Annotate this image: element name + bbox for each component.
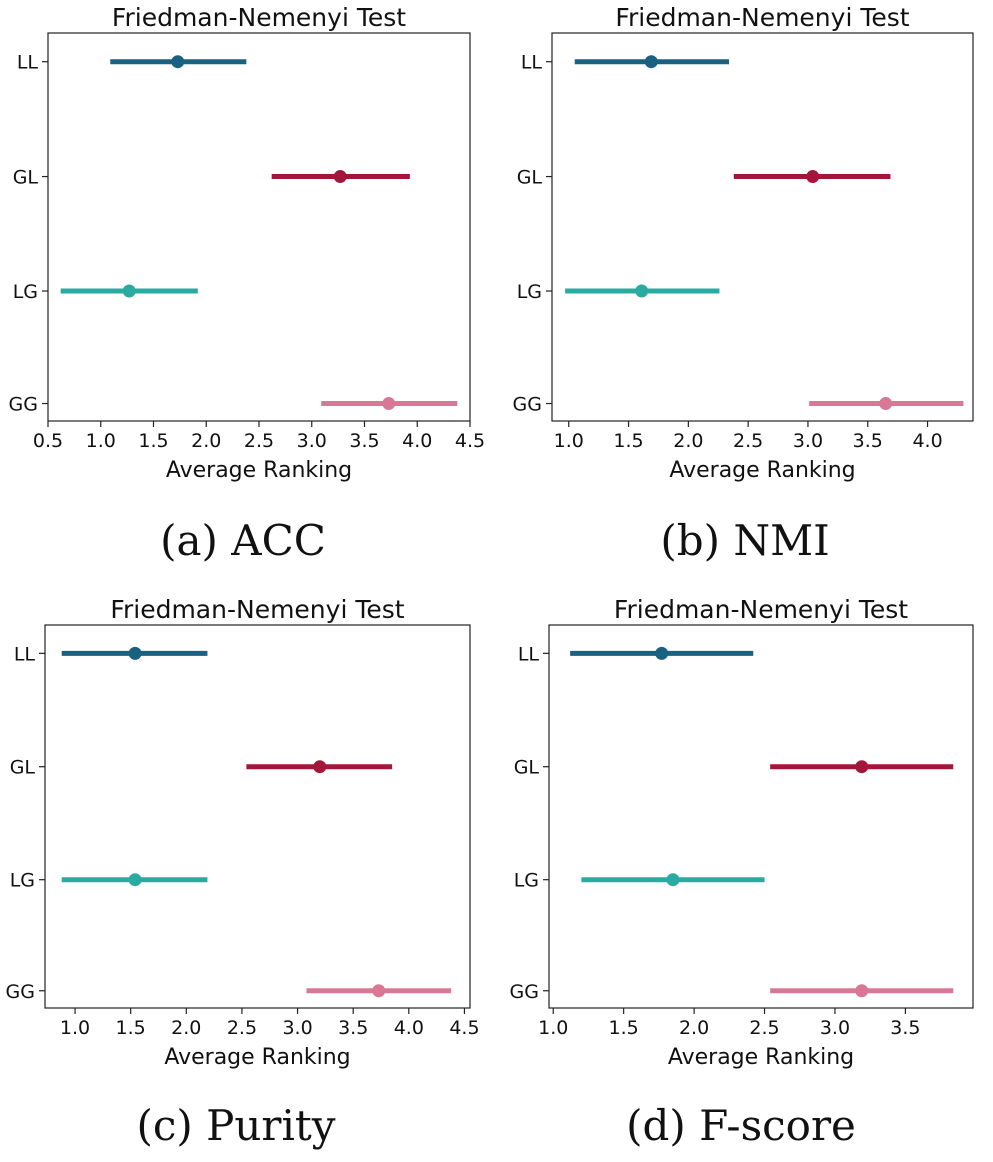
x-tick-label: 1.0 bbox=[60, 1017, 90, 1039]
panel-nmi: Friedman-Nemenyi Test Average Ranking 1.0 1… bbox=[513, 3, 974, 483]
y-tick-label: GL bbox=[10, 757, 36, 779]
mean-point-ll bbox=[128, 646, 142, 660]
chart-title: Friedman-Nemenyi Test bbox=[614, 595, 908, 624]
y-tick-label: GG bbox=[6, 981, 35, 1003]
plot-frame bbox=[44, 624, 471, 1009]
x-tick-label: 3.5 bbox=[349, 430, 379, 452]
mean-point-gg bbox=[879, 397, 893, 411]
x-tick-label: 3.0 bbox=[793, 430, 823, 452]
x-axis-label: Average Ranking bbox=[164, 1045, 350, 1070]
x-tick-label: 4.0 bbox=[394, 1017, 424, 1039]
mean-point-ll bbox=[171, 55, 185, 69]
mean-point-lg bbox=[666, 873, 680, 887]
mean-point-gl bbox=[313, 760, 327, 774]
mean-point-ll bbox=[655, 646, 669, 660]
x-tick-label: 3.5 bbox=[853, 430, 883, 452]
x-tick-label: 2.0 bbox=[171, 1017, 201, 1039]
x-tick-label: 3.0 bbox=[282, 1017, 312, 1039]
caption-acc: (a) ACC bbox=[160, 516, 326, 565]
x-tick-label: 2.5 bbox=[227, 1017, 257, 1039]
x-tick-label: 4.5 bbox=[449, 1017, 479, 1039]
y-tick-label: LG bbox=[10, 870, 35, 892]
y-tick-label: GL bbox=[13, 167, 39, 189]
panel-purity: Friedman-Nemenyi Test Average Ranking 1.0 1… bbox=[6, 595, 480, 1070]
x-tick-label: 1.0 bbox=[554, 430, 584, 452]
mean-point-lg bbox=[635, 284, 649, 298]
x-tick-label: 2.0 bbox=[673, 430, 703, 452]
mean-point-gl bbox=[806, 170, 820, 184]
x-tick-label: 2.0 bbox=[191, 430, 221, 452]
x-tick-label: 2.0 bbox=[679, 1017, 709, 1039]
y-tick-label: GL bbox=[517, 167, 543, 189]
mean-point-lg bbox=[128, 873, 142, 887]
x-tick-label: 0.5 bbox=[33, 430, 63, 452]
x-tick-label: 4.0 bbox=[912, 430, 942, 452]
x-tick-label: 3.0 bbox=[820, 1017, 850, 1039]
x-tick-label: 1.5 bbox=[116, 1017, 146, 1039]
y-tick-label: LL bbox=[518, 643, 540, 665]
x-tick-label: 4.5 bbox=[455, 430, 485, 452]
mean-point-gg bbox=[372, 984, 386, 998]
panel-acc: Friedman-Nemenyi Test Average Ranking 0.5 1… bbox=[9, 3, 486, 483]
y-tick-label: LL bbox=[14, 643, 36, 665]
caption-purity: (c) Purity bbox=[136, 1101, 335, 1150]
x-tick-label: 1.0 bbox=[538, 1017, 568, 1039]
panel-fscore: Friedman-Nemenyi Test Average Ranking 1.0 1… bbox=[510, 595, 974, 1070]
x-tick-label: 1.5 bbox=[609, 1017, 639, 1039]
x-axis-label: Average Ranking bbox=[668, 1045, 854, 1070]
y-tick-label: LG bbox=[13, 281, 38, 303]
mean-point-lg bbox=[122, 284, 136, 298]
x-tick-label: 2.5 bbox=[244, 430, 274, 452]
x-tick-label: 2.5 bbox=[733, 430, 763, 452]
mean-point-gg bbox=[855, 984, 869, 998]
y-tick-label: LG bbox=[514, 870, 539, 892]
x-tick-label: 1.0 bbox=[86, 430, 116, 452]
plot-frame bbox=[551, 32, 974, 422]
mean-point-ll bbox=[644, 55, 658, 69]
mean-point-gg bbox=[382, 397, 396, 411]
x-axis-label: Average Ranking bbox=[166, 458, 352, 483]
chart-title: Friedman-Nemenyi Test bbox=[615, 3, 909, 32]
plot-frame bbox=[548, 624, 974, 1009]
y-tick-label: LL bbox=[17, 52, 39, 74]
caption-fscore: (d) F-score bbox=[626, 1101, 856, 1150]
plot-frame bbox=[47, 32, 471, 422]
chart-title: Friedman-Nemenyi Test bbox=[110, 595, 404, 624]
y-tick-label: LG bbox=[517, 281, 542, 303]
y-tick-label: GG bbox=[513, 394, 542, 416]
chart-title: Friedman-Nemenyi Test bbox=[112, 3, 406, 32]
x-tick-label: 3.5 bbox=[338, 1017, 368, 1039]
x-axis-label: Average Ranking bbox=[669, 458, 855, 483]
mean-point-gl bbox=[855, 760, 869, 774]
y-tick-label: GL bbox=[514, 757, 540, 779]
x-tick-label: 1.5 bbox=[613, 430, 643, 452]
x-tick-label: 3.5 bbox=[890, 1017, 920, 1039]
caption-nmi: (b) NMI bbox=[660, 516, 829, 565]
y-tick-label: GG bbox=[510, 981, 539, 1003]
x-tick-label: 4.0 bbox=[402, 430, 432, 452]
y-tick-label: LL bbox=[521, 52, 543, 74]
x-tick-label: 1.5 bbox=[138, 430, 168, 452]
x-tick-label: 2.5 bbox=[749, 1017, 779, 1039]
x-tick-label: 3.0 bbox=[297, 430, 327, 452]
mean-point-gl bbox=[333, 170, 347, 184]
y-tick-label: GG bbox=[9, 394, 38, 416]
